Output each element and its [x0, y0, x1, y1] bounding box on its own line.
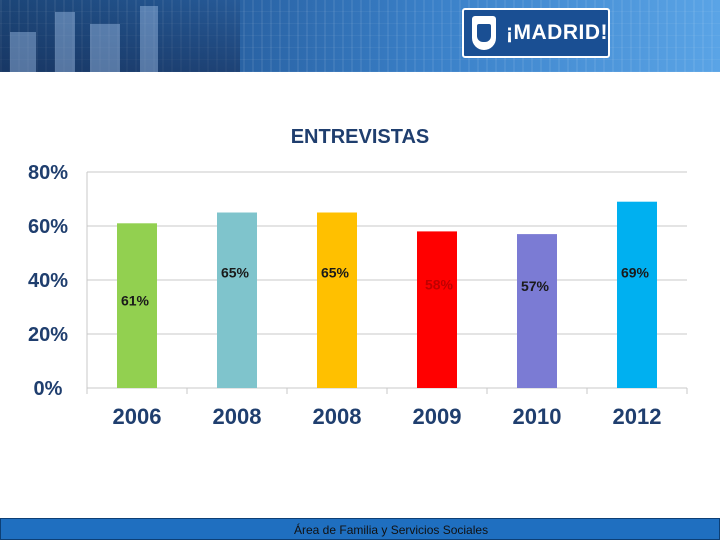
coat-of-arms-icon [472, 16, 497, 50]
footer-bar: Área de Familia y Servicios Sociales [0, 518, 720, 540]
bar-value-label: 69% [621, 264, 650, 280]
header-banner: ¡MADRID! [0, 0, 720, 72]
x-tick-label: 2012 [613, 404, 662, 429]
x-tick-label: 2006 [113, 404, 162, 429]
y-tick-label: 80% [28, 162, 68, 184]
madrid-logo[interactable]: ¡MADRID! [462, 8, 610, 58]
bar [317, 212, 357, 388]
x-tick-label: 2008 [213, 404, 262, 429]
x-tick-label: 2010 [513, 404, 562, 429]
building-image [0, 0, 240, 72]
y-tick-label: 20% [28, 324, 68, 346]
bar [417, 231, 457, 388]
x-tick-label: 2009 [413, 404, 462, 429]
logo-text: ¡MADRID! [506, 21, 608, 44]
bar-value-label: 61% [121, 293, 150, 309]
bar [217, 212, 257, 388]
bar-value-label: 65% [321, 264, 350, 280]
chart-title: ENTREVISTAS [290, 126, 430, 148]
bar-chart: 0% 20% 40% 60% 80% 61% 2006 65% 2008 65% 2008 58% 20… [28, 162, 688, 429]
y-tick-label: 40% [28, 270, 68, 292]
bar-value-label: 58% [425, 276, 454, 292]
footer-text: Área de Familia y Servicios Sociales [294, 523, 489, 537]
bar-value-label: 57% [521, 278, 550, 294]
x-tick-label: 2008 [313, 404, 362, 429]
bar-value-label: 65% [221, 264, 250, 280]
bar [617, 201, 657, 388]
bar [117, 223, 157, 388]
bar [517, 234, 557, 388]
y-tick-label: 0% [34, 378, 63, 400]
y-tick-label: 60% [28, 216, 68, 238]
